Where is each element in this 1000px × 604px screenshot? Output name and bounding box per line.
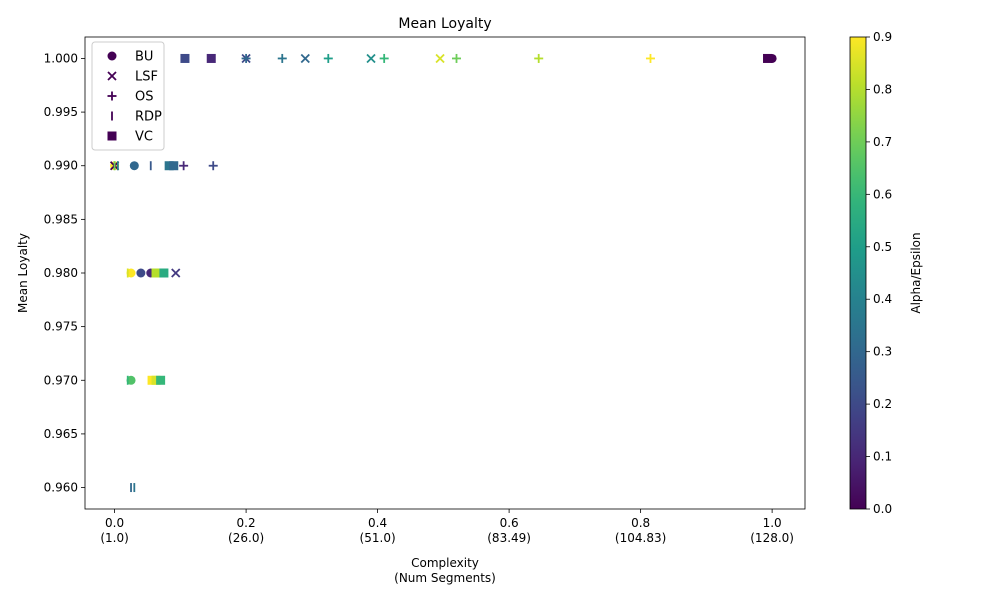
series-lsf	[109, 53, 445, 278]
x-tick-sublabel: (83.49)	[487, 531, 531, 545]
data-point-vc	[151, 375, 161, 385]
x-tick-sublabel: (1.0)	[100, 531, 128, 545]
colorbar-tick-label: 0.8	[873, 82, 892, 96]
data-point-os	[277, 53, 287, 63]
data-point-vc	[164, 161, 174, 171]
colorbar-tick-label: 0.2	[873, 397, 892, 411]
legend-item-bu: BU	[107, 50, 153, 65]
x-tick-label: 0.0	[105, 516, 124, 530]
data-point-os	[645, 53, 655, 63]
legend-marker-lsf	[107, 71, 117, 81]
data-point-os	[179, 161, 189, 171]
legend: BU LSF OS RDP VC	[91, 41, 165, 151]
series-rdp	[113, 161, 152, 493]
y-tick-label: 0.990	[44, 159, 78, 173]
colorbar-tick-label: 0.7	[873, 135, 892, 149]
y-tick-label: 0.995	[44, 105, 78, 119]
y-tick-label: 0.975	[44, 320, 78, 334]
x-tick-label: 0.4	[368, 516, 387, 530]
y-tick-label: 0.985	[44, 212, 78, 226]
y-tick-label: 0.965	[44, 427, 78, 441]
y-tick-label: 0.980	[44, 266, 78, 280]
x-tick-label: 0.2	[237, 516, 256, 530]
data-point-vc	[206, 53, 216, 63]
data-point-lsf	[171, 268, 181, 278]
y-axis-label: Mean Loyalty	[16, 233, 30, 313]
data-point-lsf	[435, 53, 445, 64]
y-axis: 0.960 0.965 0.970 0.975 0.980 0.985 0.990 0.995…	[44, 51, 85, 495]
x-tick-label: 1.0	[763, 516, 782, 530]
y-tick-label: 1.000	[44, 51, 78, 65]
data-point-vc	[159, 268, 169, 278]
colorbar-tick-label: 0.0	[873, 502, 892, 516]
data-point-vc	[763, 53, 773, 63]
colorbar-tick-label: 0.3	[873, 345, 892, 359]
x-tick-sublabel: (128.0)	[750, 531, 794, 545]
legend-item-rdp: RDP	[111, 110, 162, 125]
x-tick-label: 0.8	[631, 516, 650, 530]
data-point-vc	[180, 53, 190, 63]
legend-item-vc: VC	[107, 130, 153, 145]
y-tick-label: 0.960	[44, 481, 78, 495]
colorbar: 0.0 0.1 0.2 0.3 0.4 0.5 0.6 0.7 0.8 0.9	[849, 30, 892, 516]
data-point-bu	[129, 161, 139, 171]
data-point-vc	[169, 161, 179, 171]
colorbar-tick-label: 0.6	[873, 187, 892, 201]
data-point-bu	[126, 268, 136, 278]
colorbar-label: Alpha/Epsilon	[909, 232, 923, 313]
legend-label: BU	[135, 50, 153, 65]
colorbar-tick-label: 0.4	[873, 292, 892, 306]
chart-title: Mean Loyalty	[398, 16, 491, 32]
data-point-bu	[136, 268, 146, 278]
data-point-os	[452, 53, 462, 63]
legend-marker-os	[107, 91, 117, 101]
series-os	[179, 53, 655, 171]
legend-marker-vc	[107, 131, 117, 141]
colorbar-tick-label: 0.1	[873, 450, 892, 464]
x-tick-sublabel: (104.83)	[615, 531, 666, 545]
legend-item-os: OS	[107, 90, 153, 105]
legend-label: VC	[135, 130, 153, 145]
plot-area	[84, 36, 806, 510]
data-point-os	[534, 53, 544, 63]
data-point-vc	[156, 375, 166, 385]
data-point-lsf	[300, 53, 310, 64]
x-tick-sublabel: (51.0)	[360, 531, 396, 545]
plot-frame	[84, 36, 806, 510]
data-point-os	[241, 53, 251, 63]
x-axis-label: Complexity	[411, 556, 479, 570]
colorbar-tick-label: 0.5	[873, 240, 892, 254]
x-tick-label: 0.6	[500, 516, 519, 530]
legend-label: OS	[135, 90, 153, 105]
legend-item-lsf: LSF	[107, 70, 158, 85]
data-point-vc	[151, 268, 161, 278]
x-tick-sublabel: (26.0)	[228, 531, 264, 545]
data-point-bu	[126, 375, 136, 385]
legend-label: RDP	[135, 110, 162, 125]
x-axis: 0.0(1.0)0.2(26.0)0.4(51.0)0.6(83.49)0.8(…	[100, 509, 794, 545]
data-point-os	[208, 161, 218, 171]
legend-marker-bu	[107, 51, 117, 61]
series-vc	[147, 53, 773, 385]
data-point-os	[379, 53, 389, 63]
colorbar-tick-label: 0.9	[873, 30, 892, 44]
legend-box	[91, 41, 165, 151]
legend-label: LSF	[135, 70, 158, 85]
y-tick-label: 0.970	[44, 373, 78, 387]
x-axis-label-sub: (Num Segments)	[394, 571, 496, 585]
data-point-lsf	[366, 53, 376, 64]
data-point-os	[323, 53, 333, 63]
colorbar-gradient	[849, 36, 867, 510]
